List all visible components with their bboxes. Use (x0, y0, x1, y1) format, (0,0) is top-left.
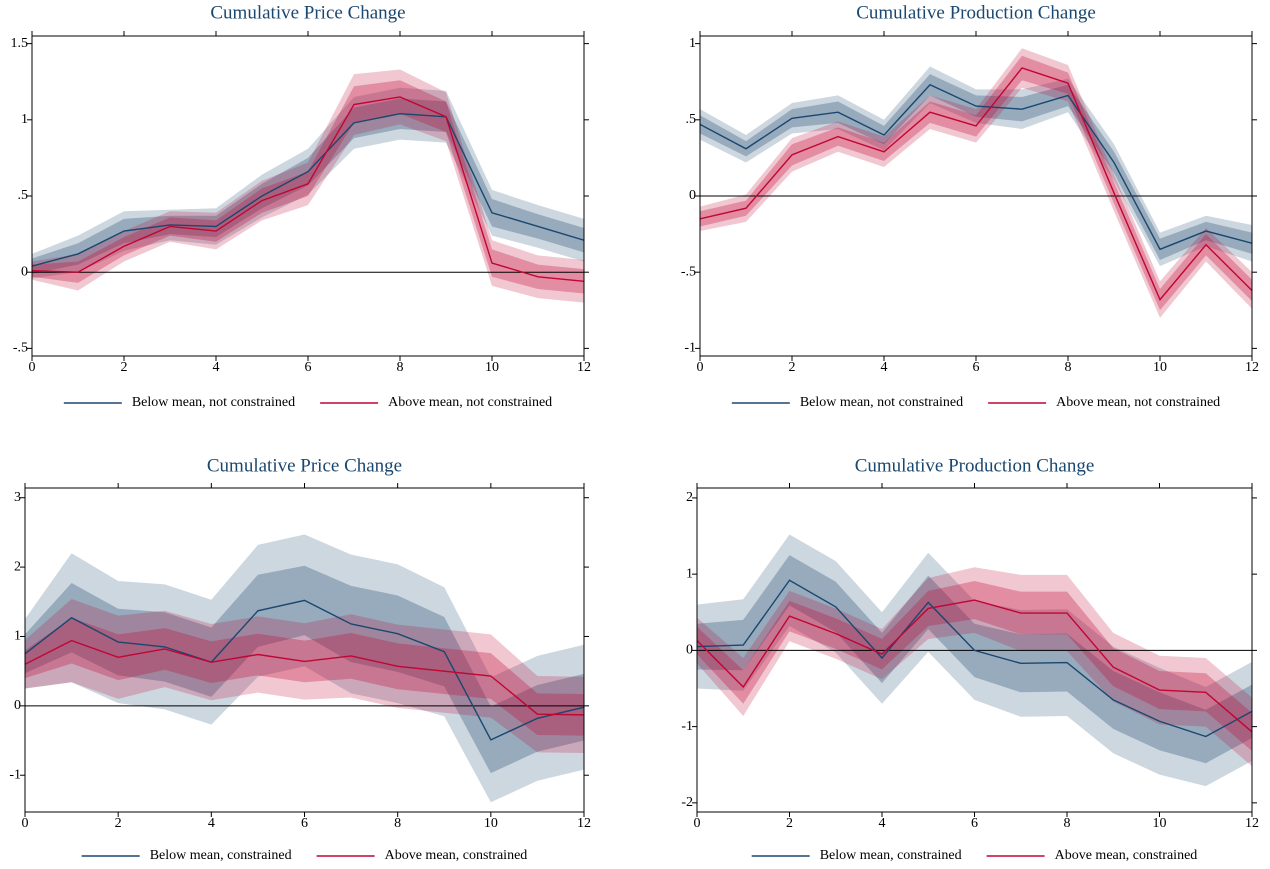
x-tick-label: 4 (881, 360, 888, 375)
x-tick-label: 6 (305, 360, 312, 375)
y-tick-label: 2 (686, 490, 693, 505)
y-tick-label: 0 (21, 264, 28, 279)
x-tick-label: 8 (1065, 360, 1072, 375)
x-tick-label: 0 (29, 360, 36, 375)
x-tick-label: 12 (1245, 360, 1259, 375)
y-tick-label: .5 (18, 188, 29, 203)
chart-title: Cumulative Price Change (207, 455, 402, 476)
confidence-band (32, 69, 584, 303)
x-tick-label: 12 (577, 816, 591, 831)
y-tick-label: 1 (686, 566, 693, 581)
legend-label: Above mean, constrained (385, 848, 528, 863)
x-tick-label: 4 (213, 360, 220, 375)
x-tick-label: 4 (879, 816, 886, 831)
confidence-band (25, 599, 584, 754)
y-tick-label: 3 (14, 490, 21, 505)
x-tick-label: 10 (1153, 816, 1167, 831)
y-tick-label: -.5 (13, 341, 28, 356)
x-tick-label: 2 (789, 360, 796, 375)
confidence-band (25, 534, 584, 803)
x-tick-label: 0 (694, 816, 701, 831)
x-tick-label: 6 (973, 360, 980, 375)
chart-title: Cumulative Production Change (856, 2, 1096, 23)
series-line (700, 67, 1252, 301)
series-line (32, 113, 584, 267)
confidence-band (697, 581, 1252, 752)
x-tick-label: 10 (484, 816, 498, 831)
legend-label: Above mean, not constrained (1056, 395, 1220, 410)
series-line (697, 599, 1252, 733)
y-tick-label: -1 (9, 767, 21, 782)
y-tick-label: 1.5 (11, 36, 29, 51)
y-tick-label: 1 (689, 36, 696, 51)
confidence-band (32, 98, 584, 274)
series-line (697, 579, 1252, 738)
y-tick-label: .5 (686, 112, 697, 127)
y-tick-label: 0 (686, 643, 693, 658)
y-tick-label: -2 (681, 795, 693, 810)
series-line (700, 83, 1252, 251)
legend-label: Below mean, not constrained (132, 395, 295, 410)
y-tick-label: -1 (681, 719, 693, 734)
y-tick-label: 0 (689, 188, 696, 203)
x-tick-label: 8 (397, 360, 404, 375)
legend-label: Above mean, constrained (1055, 848, 1198, 863)
y-tick-label: 2 (14, 559, 21, 574)
x-tick-label: 0 (22, 816, 29, 831)
series-line (32, 96, 584, 283)
y-tick-label: 0 (14, 698, 21, 713)
x-tick-label: 6 (301, 816, 308, 831)
confidence-band (700, 74, 1252, 260)
x-tick-label: 8 (1064, 816, 1071, 831)
x-tick-label: 12 (577, 360, 591, 375)
legend-label: Below mean, constrained (820, 848, 962, 863)
confidence-band (700, 66, 1252, 267)
y-tick-label: -1 (684, 341, 696, 356)
x-tick-label: 10 (485, 360, 499, 375)
chart-title: Cumulative Production Change (855, 455, 1095, 476)
series-line (25, 639, 584, 716)
confidence-band (697, 534, 1252, 787)
x-tick-label: 0 (697, 360, 704, 375)
x-tick-label: 4 (208, 816, 215, 831)
confidence-band (25, 565, 584, 774)
confidence-band (697, 567, 1252, 767)
legend-label: Below mean, not constrained (800, 395, 963, 410)
legend-label: Above mean, not constrained (388, 395, 552, 410)
y-tick-label: -.5 (681, 264, 696, 279)
x-tick-label: 2 (786, 816, 793, 831)
x-tick-label: 10 (1153, 360, 1167, 375)
y-tick-label: 1 (21, 112, 28, 127)
x-tick-label: 2 (121, 360, 128, 375)
x-tick-label: 6 (971, 816, 978, 831)
confidence-band (32, 80, 584, 294)
chart-title: Cumulative Price Change (210, 2, 405, 23)
y-tick-label: 1 (14, 629, 21, 644)
series-line (25, 599, 584, 741)
x-tick-label: 8 (394, 816, 401, 831)
confidence-band (700, 48, 1252, 318)
x-tick-label: 2 (115, 816, 122, 831)
legend-label: Below mean, constrained (150, 848, 292, 863)
x-tick-label: 12 (1245, 816, 1259, 831)
